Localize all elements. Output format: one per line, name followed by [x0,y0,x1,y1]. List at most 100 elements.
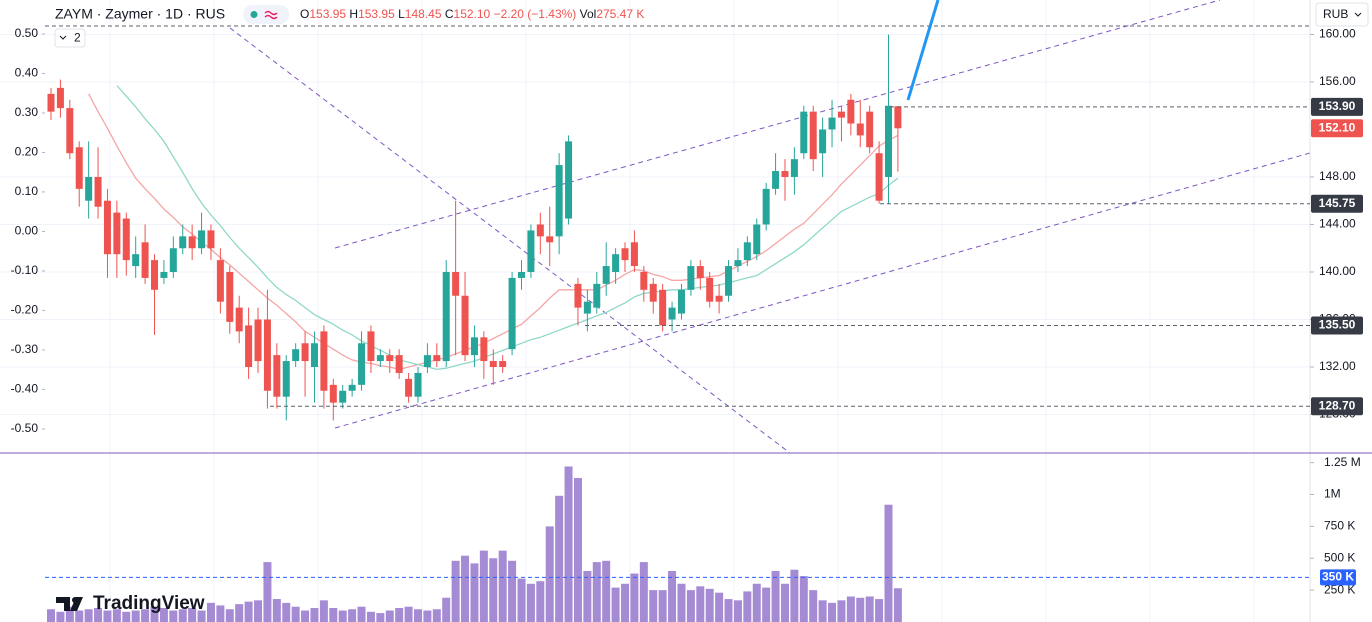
key: O [300,7,309,21]
y-tick-label: 132.00 [1319,359,1356,373]
volume-bar [65,606,74,622]
y-tick-label: 156.00 [1319,74,1356,88]
volume-bar [771,571,780,622]
candle-body [461,295,469,356]
candle-body [339,390,347,403]
volume-bar [150,606,159,622]
candle-body [329,384,337,403]
candle-body [565,141,573,219]
candle-body [602,266,610,284]
volume-bar [94,607,103,622]
volume-bar [84,609,93,622]
value: 148.45 [405,7,442,21]
channel-upper [334,0,1221,249]
volume-label-bg [1320,569,1356,586]
candle-body [762,188,770,225]
candle-body [508,277,516,350]
volume-bar [112,609,121,622]
volume-bar [357,606,366,622]
candle-body [856,123,864,136]
volume-bar [677,583,686,622]
price-label: 145.75 [1319,196,1356,210]
volume-bar [790,569,799,622]
left-y-tick-label: -0.30 [11,342,39,356]
volume-bar [564,466,573,622]
candle-body [358,343,366,385]
candle-body [348,384,356,391]
volume-bar [235,604,244,622]
status-dot [250,11,258,18]
volume-bar [56,611,65,622]
candle-body [216,260,224,302]
moving-average [88,93,899,371]
candle-body [198,230,206,249]
candle-body [536,224,544,237]
candle-body [470,337,478,356]
volume-bar [856,597,865,622]
currency: RUB [1323,7,1348,21]
volume-bar [733,600,742,622]
candle-body [433,355,441,362]
volume-bar [621,583,630,622]
candle-body [518,271,525,278]
ohlc: O153.95 H153.95 L148.45 C152.10 −2.20 (−… [300,7,644,21]
candle-body [141,242,149,278]
candle-body [649,283,657,302]
currency-select[interactable] [1315,2,1369,27]
volume-bar [508,560,517,622]
candle-body [301,343,309,362]
candle-body [527,230,535,272]
volume-bar [489,558,498,622]
key: C [445,7,454,21]
last-price-marker [1311,119,1363,138]
volume-bar [809,590,818,622]
candle-body [621,248,629,261]
y-tick-label: 144.00 [1319,217,1356,231]
volume-bar [254,600,263,622]
volume-bar [752,583,761,622]
badge[interactable] [54,28,86,48]
volume-bar [611,587,620,622]
candle-body [75,147,83,189]
y-tick-label: 140.00 [1319,264,1356,278]
volume-bar [818,600,827,622]
candle-body [781,171,789,177]
left-y-tick-label: 0.10 [15,184,39,198]
price-label-bg [1311,97,1363,116]
candle-body [866,111,874,148]
volume-bar [649,590,658,622]
volume-bar [780,583,789,622]
y-tick-label: 160.00 [1319,27,1356,41]
chevron [1354,12,1362,17]
candle-body [405,378,413,397]
price-label-bg [1311,316,1363,335]
candle-body [772,171,780,189]
candle-body [555,165,563,237]
candle-body [160,271,168,278]
volume-bar [536,581,545,622]
volume-bar [743,591,752,622]
candle-body [677,289,685,314]
candle-body [640,271,648,290]
key: Vol [580,7,597,21]
candle-body [66,108,74,154]
channel-lower [334,152,1311,429]
candle-body [875,153,883,201]
candle-body [414,372,422,397]
volume-bar [178,609,187,622]
volume-bar [169,610,178,622]
volume-bar [602,560,611,622]
symbol: ZAYM · Zaymer · 1D · RUS [55,6,225,22]
volume-bar [668,571,677,622]
candle-body [235,307,243,332]
candle-body [753,224,761,255]
candle-body [103,200,111,255]
volume-bar [696,586,705,622]
volume-bar [348,609,357,622]
candle-body [207,230,215,249]
candle-body [179,236,187,249]
candle-body [706,277,714,302]
volume-bar [573,477,582,622]
candle-body [452,271,460,296]
drawings [45,0,1311,454]
